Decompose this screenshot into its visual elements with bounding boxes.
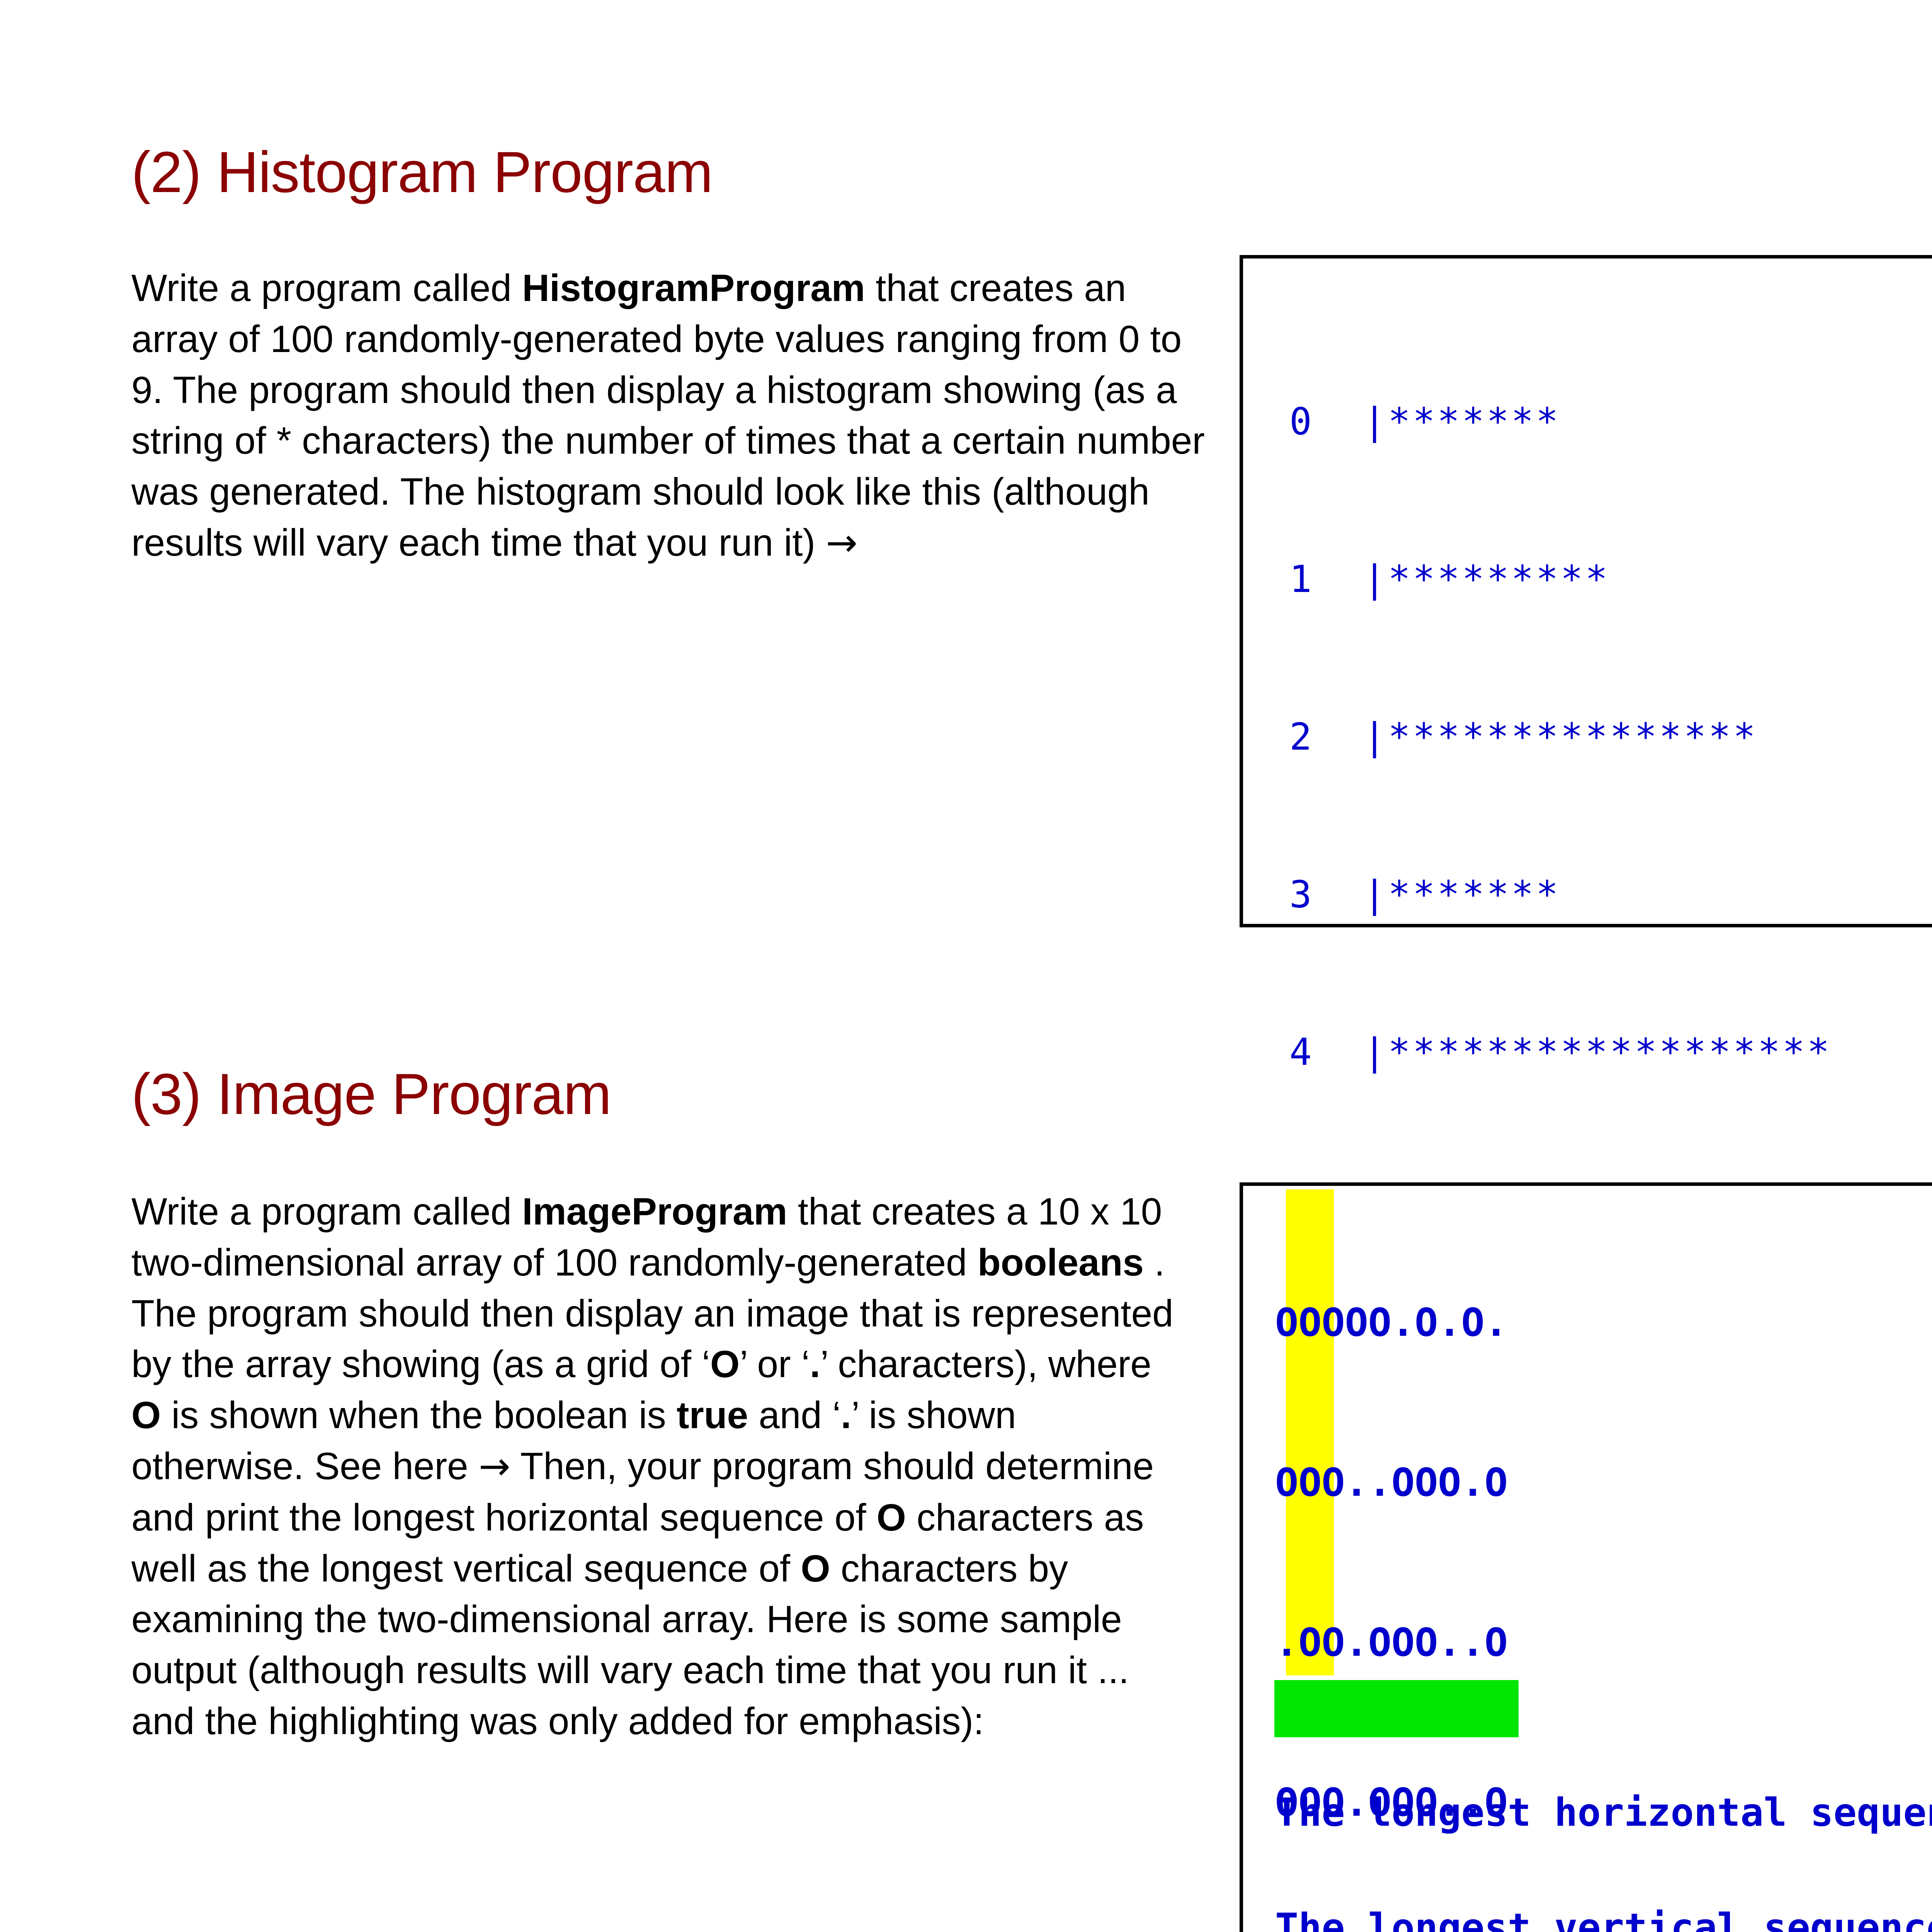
image-prose-char-o-3: O — [876, 1496, 906, 1539]
histogram-prose-rest: that creates an array of 100 randomly-ge… — [131, 267, 1205, 564]
histogram-row: 4 |****************** — [1289, 1031, 1832, 1074]
image-prose-true: true — [676, 1394, 748, 1437]
image-prose-part5: is shown when the boolean is — [161, 1394, 677, 1437]
image-grid-row: OOO.OOO..O — [1275, 1780, 1508, 1825]
image-prose-char-o-4: O — [801, 1547, 830, 1590]
histogram-program-name: HistogramProgram — [522, 267, 865, 309]
histogram-row: 1 |********* — [1289, 558, 1610, 601]
image-prose-lead: Write a program called — [131, 1190, 522, 1233]
arrow-right-icon: → — [826, 520, 858, 565]
image-output-box — [1240, 1182, 1932, 1932]
image-prose-part2: . The program should then display an ima… — [131, 1241, 1173, 1386]
histogram-prose-lead: Write a program called — [131, 267, 522, 309]
section-title-histogram: (2) Histogram Program — [131, 139, 713, 204]
image-grid-output: OOOOO.O.O. OOO..OOO.O .OO.OOO..O OOO.OOO… — [1275, 1189, 1508, 1932]
image-program-name: ImageProgram — [522, 1190, 787, 1233]
image-prose-part4: ’ characters), where — [820, 1343, 1151, 1386]
image-prose-part10: characters by examining the two-dimensio… — [131, 1547, 1129, 1742]
longest-vertical-result: The longest vertical sequence is 8 — [1275, 1905, 1932, 1932]
image-prose-char-dot-2: . — [840, 1394, 852, 1437]
section-title-image: (3) Image Program — [131, 1061, 612, 1126]
arrow-right-icon: → — [478, 1444, 510, 1488]
image-prose-part7: ’ is shown otherwise. See here — [131, 1394, 1016, 1487]
longest-vertical-label: The longest vertical sequence is — [1275, 1905, 1932, 1932]
histogram-description: Write a program called HistogramProgram … — [131, 263, 1213, 569]
histogram-row: 2 |*************** — [1289, 715, 1758, 759]
image-prose-part6: and ‘ — [748, 1394, 841, 1437]
image-grid-row: OOO..OOO.O — [1275, 1460, 1508, 1505]
image-prose-char-o-1: O — [710, 1343, 740, 1386]
histogram-row: 3 |******* — [1289, 873, 1561, 916]
image-prose-char-o-2: O — [131, 1394, 161, 1437]
image-prose-part1: that creates a 10 x 10 two-dimensional a… — [131, 1190, 1162, 1284]
histogram-row: 0 |******* — [1289, 400, 1561, 443]
image-description: Write a program called ImageProgram that… — [131, 1186, 1190, 1747]
horizontal-sequence-highlight — [1274, 1680, 1519, 1737]
image-prose-part9: characters as well as the longest vertic… — [131, 1496, 1144, 1590]
image-prose-booleans: booleans — [977, 1241, 1144, 1284]
longest-horizontal-result: The longest horizontal sequence is 6 — [1275, 1790, 1932, 1835]
image-prose-part8: Then, your program should determine and … — [131, 1444, 1154, 1539]
image-prose-part3: ’ or ‘ — [740, 1343, 810, 1386]
image-grid-row: .OO.OOO..O — [1275, 1620, 1508, 1665]
image-prose-char-dot-1: . — [810, 1343, 820, 1386]
histogram-output-box: 0 |******* 1 |********* 2 |*************… — [1240, 255, 1932, 1862]
longest-horizontal-label: The longest horizontal sequence is — [1275, 1790, 1932, 1835]
vertical-sequence-highlight — [1286, 1189, 1334, 1675]
image-grid-row: OOOOO.O.O. — [1275, 1300, 1508, 1345]
